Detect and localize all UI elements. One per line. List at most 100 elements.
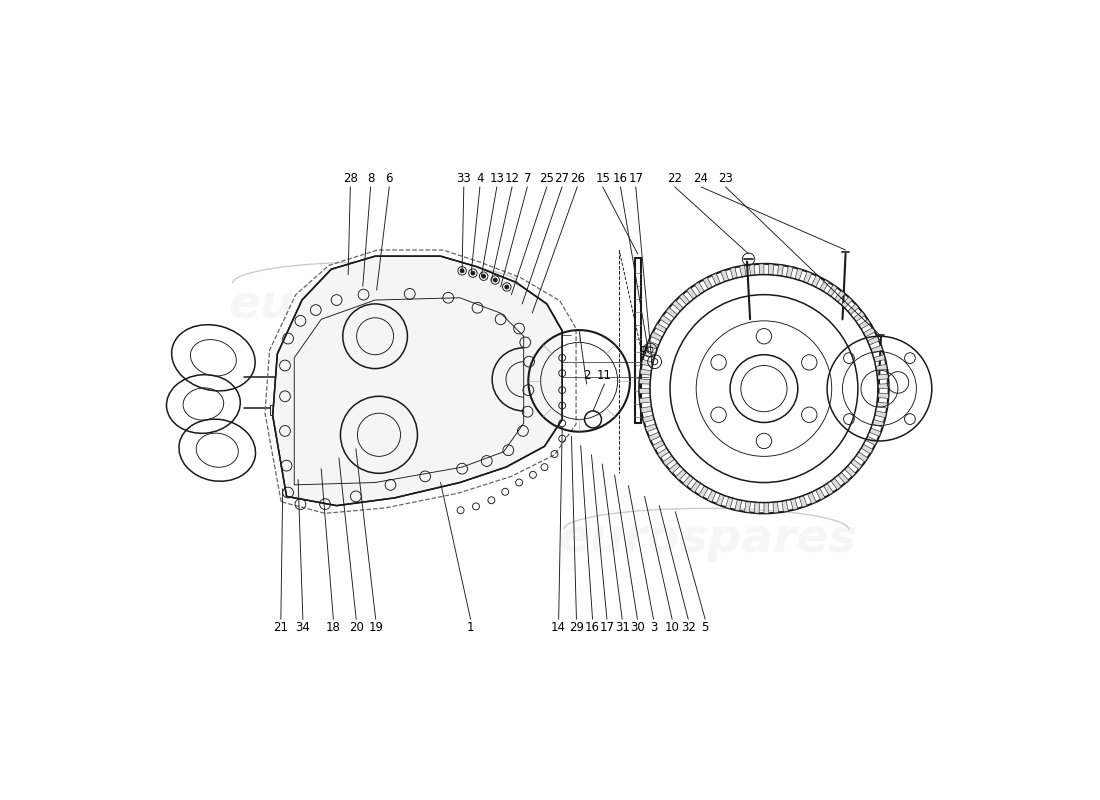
Polygon shape: [720, 270, 728, 282]
Text: 13: 13: [490, 172, 504, 186]
Polygon shape: [759, 264, 763, 274]
Polygon shape: [725, 497, 733, 509]
Text: 21: 21: [274, 621, 288, 634]
Text: 29: 29: [569, 621, 584, 634]
Polygon shape: [663, 455, 674, 466]
Polygon shape: [876, 364, 888, 370]
Text: 17: 17: [600, 621, 615, 634]
Polygon shape: [763, 502, 769, 514]
Text: 22: 22: [668, 172, 682, 186]
Polygon shape: [694, 282, 704, 294]
Text: 10: 10: [664, 621, 680, 634]
Polygon shape: [273, 256, 562, 506]
Polygon shape: [641, 359, 653, 366]
Polygon shape: [644, 350, 656, 358]
Polygon shape: [830, 478, 842, 490]
Circle shape: [460, 269, 464, 273]
Polygon shape: [800, 495, 807, 507]
Polygon shape: [866, 436, 877, 446]
Text: 3: 3: [650, 621, 657, 634]
Polygon shape: [807, 492, 816, 504]
Polygon shape: [646, 424, 657, 432]
Polygon shape: [686, 288, 697, 299]
Polygon shape: [703, 278, 712, 289]
Polygon shape: [651, 332, 662, 341]
Polygon shape: [639, 398, 651, 403]
Text: 11: 11: [597, 370, 612, 382]
Polygon shape: [672, 300, 683, 311]
Polygon shape: [874, 411, 887, 418]
Text: 25: 25: [539, 172, 554, 186]
Circle shape: [482, 274, 485, 278]
Polygon shape: [845, 466, 856, 477]
Polygon shape: [872, 419, 884, 427]
Polygon shape: [873, 354, 886, 362]
Polygon shape: [877, 402, 888, 408]
Text: eurospares: eurospares: [559, 517, 857, 562]
Polygon shape: [778, 265, 783, 276]
Text: 12: 12: [505, 172, 519, 186]
Polygon shape: [649, 432, 660, 441]
Text: 24: 24: [693, 172, 708, 186]
Text: eurospares: eurospares: [228, 283, 527, 328]
Text: 26: 26: [570, 172, 585, 186]
Polygon shape: [848, 304, 859, 314]
Polygon shape: [652, 440, 664, 450]
Polygon shape: [270, 405, 280, 414]
Polygon shape: [773, 502, 779, 513]
Polygon shape: [812, 275, 821, 287]
Polygon shape: [838, 472, 848, 483]
Polygon shape: [878, 393, 889, 398]
Text: 16: 16: [585, 621, 600, 634]
Polygon shape: [639, 379, 650, 384]
Polygon shape: [680, 294, 690, 305]
Polygon shape: [739, 266, 746, 277]
Polygon shape: [864, 328, 876, 337]
Circle shape: [471, 271, 475, 275]
Polygon shape: [669, 462, 680, 474]
Circle shape: [493, 278, 497, 282]
Polygon shape: [691, 481, 701, 492]
Polygon shape: [730, 267, 737, 279]
Polygon shape: [683, 475, 693, 486]
Polygon shape: [749, 264, 755, 275]
Text: 9: 9: [639, 345, 647, 358]
Polygon shape: [698, 486, 708, 498]
Polygon shape: [871, 346, 882, 354]
Text: 34: 34: [296, 621, 310, 634]
Text: 33: 33: [456, 172, 471, 186]
Text: 6: 6: [385, 172, 393, 186]
Polygon shape: [824, 483, 834, 495]
Polygon shape: [859, 319, 870, 329]
Text: 15: 15: [595, 172, 610, 186]
Polygon shape: [745, 501, 750, 513]
Polygon shape: [666, 307, 678, 318]
Polygon shape: [850, 459, 862, 470]
Text: 32: 32: [681, 621, 695, 634]
Polygon shape: [640, 406, 652, 413]
Text: 20: 20: [349, 621, 364, 634]
Polygon shape: [842, 297, 852, 308]
Polygon shape: [791, 498, 798, 510]
Polygon shape: [660, 315, 672, 326]
Polygon shape: [769, 264, 773, 275]
Text: 18: 18: [326, 621, 341, 634]
Polygon shape: [656, 323, 667, 333]
Polygon shape: [735, 499, 741, 511]
Text: 16: 16: [613, 172, 628, 186]
Text: 27: 27: [554, 172, 570, 186]
Polygon shape: [861, 444, 872, 454]
Polygon shape: [795, 269, 803, 280]
Text: 23: 23: [718, 172, 733, 186]
Polygon shape: [716, 494, 725, 506]
Text: 31: 31: [615, 621, 629, 634]
Polygon shape: [707, 490, 716, 502]
Polygon shape: [640, 369, 651, 375]
Text: 4: 4: [476, 172, 484, 186]
Text: 5: 5: [702, 621, 708, 634]
Polygon shape: [835, 290, 845, 302]
Polygon shape: [877, 374, 889, 380]
Polygon shape: [712, 274, 720, 285]
Text: 30: 30: [630, 621, 645, 634]
Text: 14: 14: [551, 621, 566, 634]
